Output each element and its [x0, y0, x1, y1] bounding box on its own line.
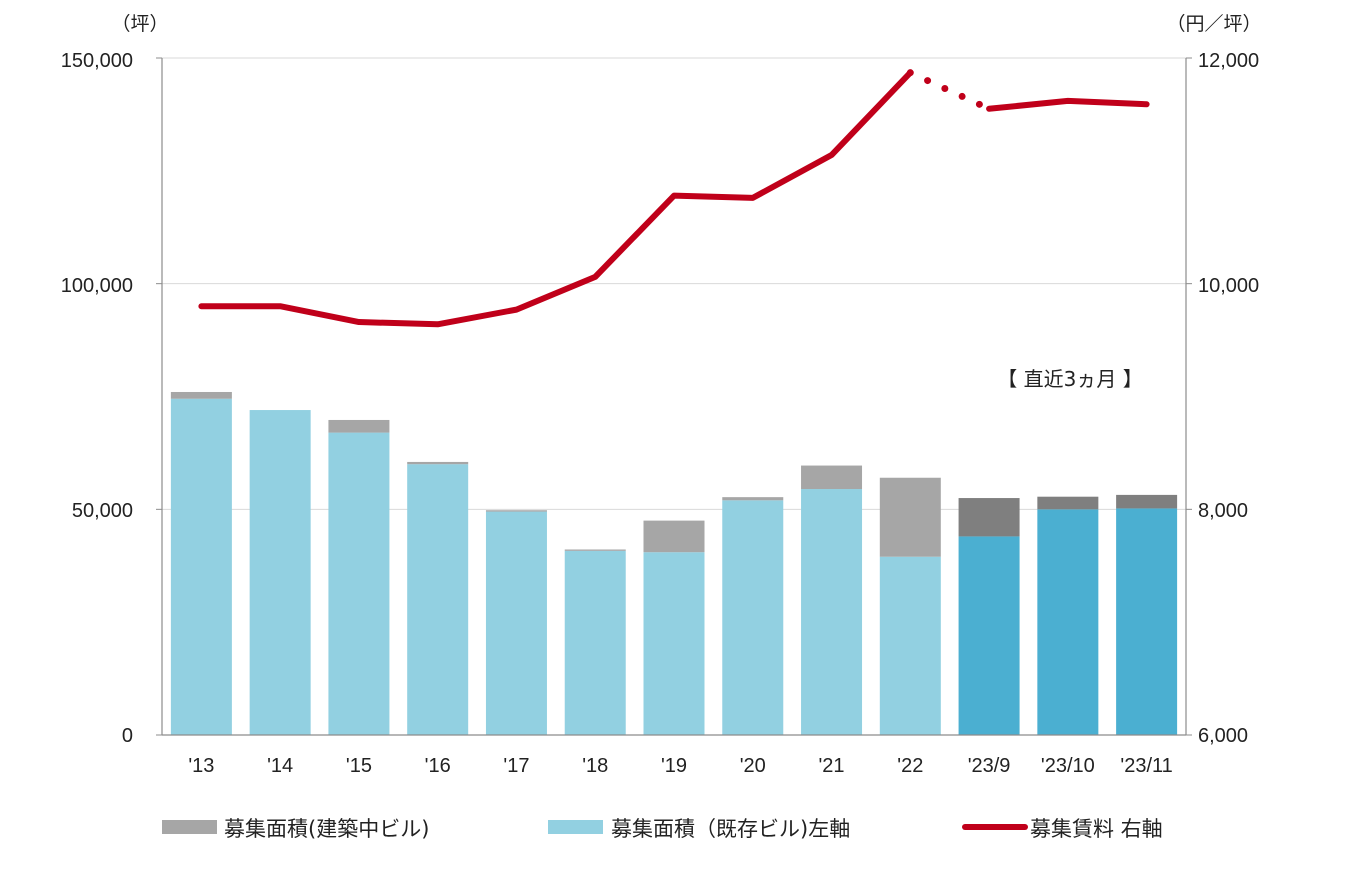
rent-line-dotted-gap [906, 69, 993, 113]
bar-construction-2 [328, 419, 390, 433]
right-tick-6000: 6,000 [1198, 725, 1248, 747]
left-tick-50000: 50,000 [72, 500, 133, 522]
bar-existing-1 [249, 410, 311, 735]
bar-existing-12 [1116, 508, 1178, 735]
axes [156, 57, 1192, 736]
bar-existing-11 [1037, 509, 1099, 735]
bar-existing-4 [485, 511, 547, 735]
bar-construction-12 [1116, 494, 1178, 509]
bar-construction-5 [564, 549, 626, 551]
bar-construction-0 [170, 391, 232, 399]
x-tick-label-0: '13 [188, 755, 214, 777]
x-tick-label-9: '22 [897, 755, 923, 777]
right-tick-8000: 8,000 [1198, 500, 1248, 522]
bar-series [170, 391, 1178, 735]
legend: 募集面積(建築中ビル) 募集面積（既存ビル)左軸 募集賃料 右軸 [162, 817, 1163, 841]
x-tick-label-5: '18 [582, 755, 608, 777]
x-tick-label-7: '20 [740, 755, 766, 777]
bar-existing-5 [564, 550, 626, 735]
bar-construction-3 [407, 461, 469, 465]
legend-label-existing: 募集面積（既存ビル)左軸 [611, 817, 850, 841]
x-tick-label-6: '19 [661, 755, 687, 777]
x-tick-label-11: '23/10 [1041, 755, 1095, 777]
rent-line-history [198, 69, 914, 328]
left-tick-150000: 150,000 [61, 50, 133, 72]
bar-existing-8 [801, 489, 863, 735]
bar-existing-0 [170, 398, 232, 735]
left-tick-0: 0 [122, 725, 133, 747]
bar-existing-9 [879, 556, 941, 735]
bar-existing-7 [722, 500, 784, 735]
left-tick-100000: 100,000 [61, 275, 133, 297]
x-tick-label-1: '14 [267, 755, 293, 777]
bar-construction-4 [485, 510, 547, 512]
x-tick-label-3: '16 [425, 755, 451, 777]
bar-construction-10 [958, 498, 1020, 537]
right-tick-10000: 10,000 [1198, 275, 1259, 297]
bar-existing-3 [407, 464, 469, 735]
x-tick-label-10: '23/9 [968, 755, 1011, 777]
bar-existing-6 [643, 552, 705, 735]
bar-construction-6 [643, 520, 705, 553]
bar-construction-11 [1037, 496, 1099, 510]
bar-existing-10 [958, 536, 1020, 735]
right-axis-unit: （円／坪） [1166, 13, 1261, 35]
recent-months-annotation: 【 直近3ヵ月 】 [997, 367, 1142, 391]
x-tick-label-2: '15 [346, 755, 372, 777]
left-axis-unit: （坪） [111, 13, 168, 35]
bar-construction-9 [879, 477, 941, 557]
legend-label-rent: 募集賃料 右軸 [1030, 817, 1163, 841]
bar-existing-2 [328, 432, 390, 735]
gridlines [162, 57, 1186, 510]
bar-construction-7 [722, 497, 784, 501]
legend-label-construction: 募集面積(建築中ビル) [224, 817, 429, 841]
x-tick-label-4: '17 [503, 755, 529, 777]
x-tick-label-8: '21 [818, 755, 844, 777]
legend-swatch-construction [162, 820, 217, 834]
rent-line-recent [986, 97, 1150, 112]
bar-construction-8 [801, 465, 863, 490]
rent-line-series [198, 69, 1150, 328]
right-tick-12000: 12,000 [1198, 50, 1259, 72]
x-tick-label-12: '23/11 [1120, 755, 1172, 777]
legend-swatch-existing [548, 820, 603, 834]
x-axis-labels: '13 '14 '15 '16 '17 '18 '19 '20 '21 '22 '23/9 '23/1… [188, 755, 1172, 777]
